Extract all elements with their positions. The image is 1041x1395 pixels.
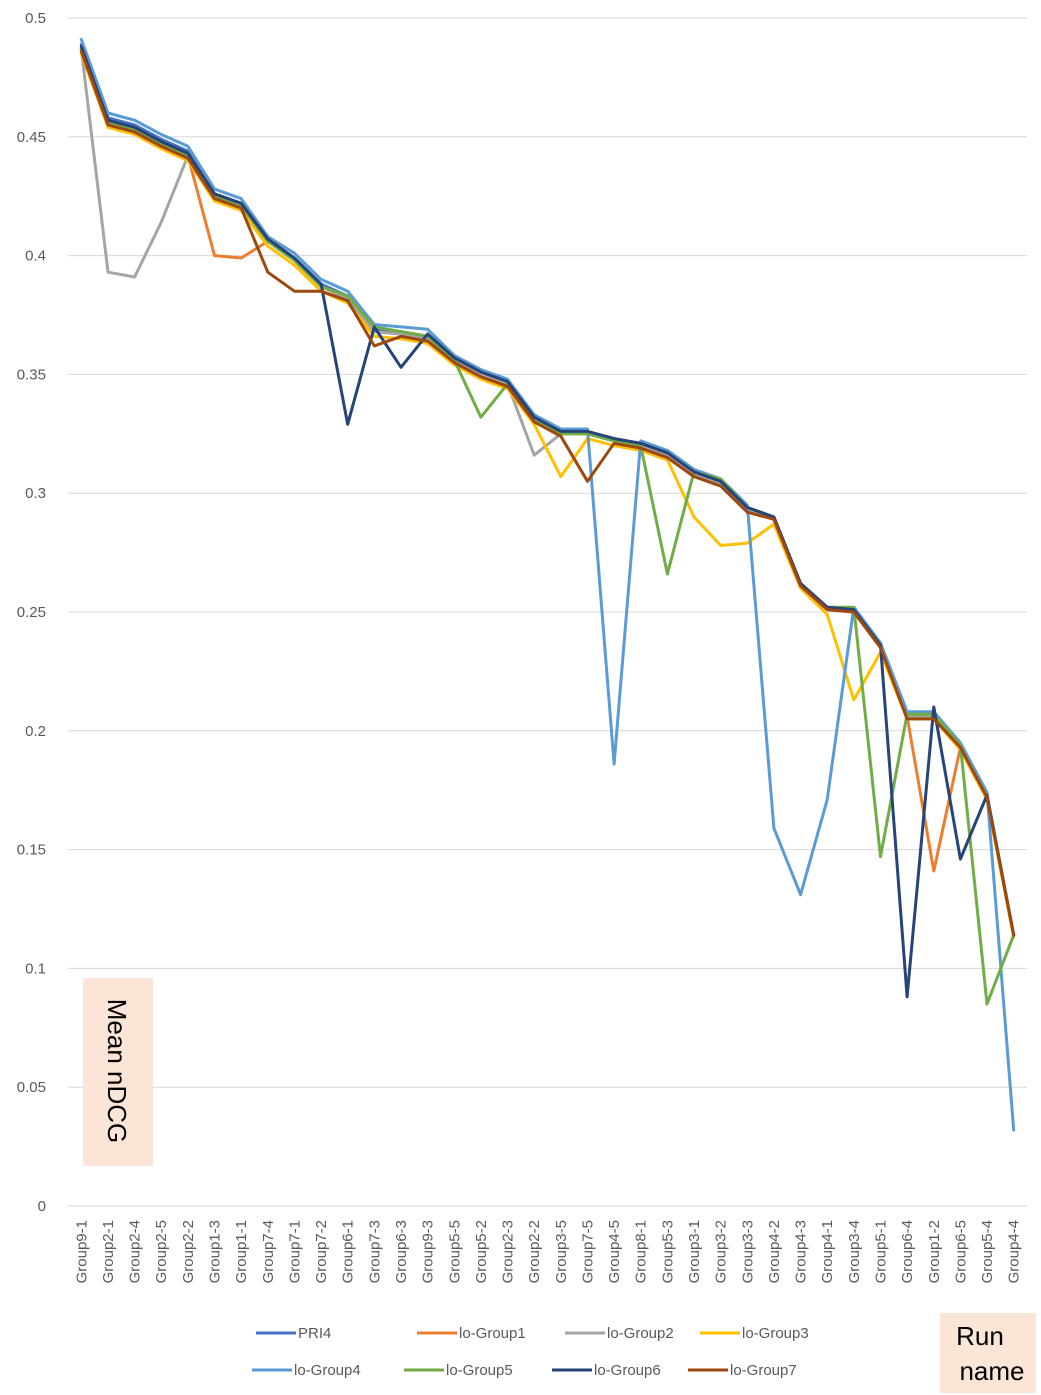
series-line-lo-group3 xyxy=(79,52,1016,939)
x-tick-label: Group7-2 xyxy=(313,1220,330,1283)
x-tick-label: Group3-2 xyxy=(713,1220,730,1283)
y-tick-label: 0.1 xyxy=(25,960,46,977)
series-lines xyxy=(79,37,1016,1132)
y-axis-title: Mean nDCG xyxy=(102,999,132,1144)
x-tick-label: Group5-4 xyxy=(979,1220,996,1283)
x-axis-label: Run name xyxy=(940,1313,1036,1393)
x-axis-ticks: Group9-1 Group2-1 Group2-4 Group2-5 Group2-2… xyxy=(73,1220,1022,1283)
x-tick-label: Group4-1 xyxy=(819,1220,836,1283)
x-axis-title-line1: Run xyxy=(956,1321,1004,1351)
y-axis-label: Mean nDCG xyxy=(83,978,153,1166)
x-tick-label: Group2-3 xyxy=(500,1220,517,1283)
legend-label: lo-Group5 xyxy=(446,1362,513,1379)
series-line-lo-group7 xyxy=(79,49,1016,937)
x-tick-label: Group1-3 xyxy=(207,1220,224,1283)
x-tick-label: Group3-5 xyxy=(553,1220,570,1283)
x-tick-label: Group5-1 xyxy=(872,1220,889,1283)
legend: PRI4 lo-Group1 lo-Group2 lo-Group3 lo-Group4… xyxy=(252,1325,809,1379)
legend-label: lo-Group2 xyxy=(607,1325,674,1342)
x-tick-label: Group4-2 xyxy=(766,1220,783,1283)
x-tick-label: Group3-1 xyxy=(686,1220,703,1283)
series-line-lo-group5 xyxy=(79,47,1016,1006)
x-tick-label: Group6-4 xyxy=(899,1220,916,1283)
y-tick-label: 0.45 xyxy=(17,129,46,146)
x-tick-label: Group2-2 xyxy=(526,1220,543,1283)
y-tick-label: 0.35 xyxy=(17,366,46,383)
x-tick-label: Group5-3 xyxy=(659,1220,676,1283)
y-tick-label: 0.5 xyxy=(25,10,46,27)
x-tick-label: Group2-5 xyxy=(153,1220,170,1283)
x-tick-label: Group2-4 xyxy=(127,1220,144,1283)
legend-label: lo-Group7 xyxy=(730,1362,797,1379)
x-tick-label: Group6-1 xyxy=(340,1220,357,1283)
gridlines xyxy=(68,17,1027,1207)
y-tick-label: 0.2 xyxy=(25,723,46,740)
y-tick-label: 0.3 xyxy=(25,485,46,502)
x-tick-label: Group2-1 xyxy=(100,1220,117,1283)
x-tick-label: Group9-1 xyxy=(73,1220,90,1283)
legend-label: lo-Group4 xyxy=(294,1362,361,1379)
x-tick-label: Group5-5 xyxy=(446,1220,463,1283)
y-tick-label: 0.15 xyxy=(17,842,46,859)
x-tick-label: Group4-5 xyxy=(606,1220,623,1283)
y-axis-ticks: 0 0.05 0.1 0.15 0.2 0.25 0.3 0.35 0.4 0.45 0.5 xyxy=(17,10,46,1215)
y-tick-label: 0.4 xyxy=(25,248,46,265)
x-tick-label: Group7-5 xyxy=(579,1220,596,1283)
x-tick-label: Group9-3 xyxy=(420,1220,437,1283)
series-line-lo-group6 xyxy=(79,45,1016,999)
x-tick-label: Group4-4 xyxy=(1006,1220,1023,1283)
x-tick-label: Group6-5 xyxy=(952,1220,969,1283)
legend-label: PRI4 xyxy=(298,1325,331,1342)
x-tick-label: Group8-1 xyxy=(633,1220,650,1283)
y-tick-label: 0.05 xyxy=(17,1079,46,1096)
x-tick-label: Group3-4 xyxy=(846,1220,863,1283)
y-tick-label: 0 xyxy=(38,1198,46,1215)
x-tick-label: Group7-1 xyxy=(286,1220,303,1283)
x-tick-label: Group7-4 xyxy=(260,1220,277,1283)
x-axis-title-line2: name xyxy=(959,1356,1024,1386)
y-tick-label: 0.25 xyxy=(17,604,46,621)
legend-label: lo-Group1 xyxy=(459,1325,526,1342)
legend-label: lo-Group6 xyxy=(594,1362,661,1379)
x-tick-label: Group4-3 xyxy=(793,1220,810,1283)
x-tick-label: Group3-3 xyxy=(739,1220,756,1283)
x-tick-label: Group5-2 xyxy=(473,1220,490,1283)
x-tick-label: Group1-2 xyxy=(926,1220,943,1283)
legend-label: lo-Group3 xyxy=(742,1325,809,1342)
x-tick-label: Group7-3 xyxy=(366,1220,383,1283)
x-tick-label: Group1-1 xyxy=(233,1220,250,1283)
x-tick-label: Group6-3 xyxy=(393,1220,410,1283)
x-tick-label: Group2-2 xyxy=(180,1220,197,1283)
